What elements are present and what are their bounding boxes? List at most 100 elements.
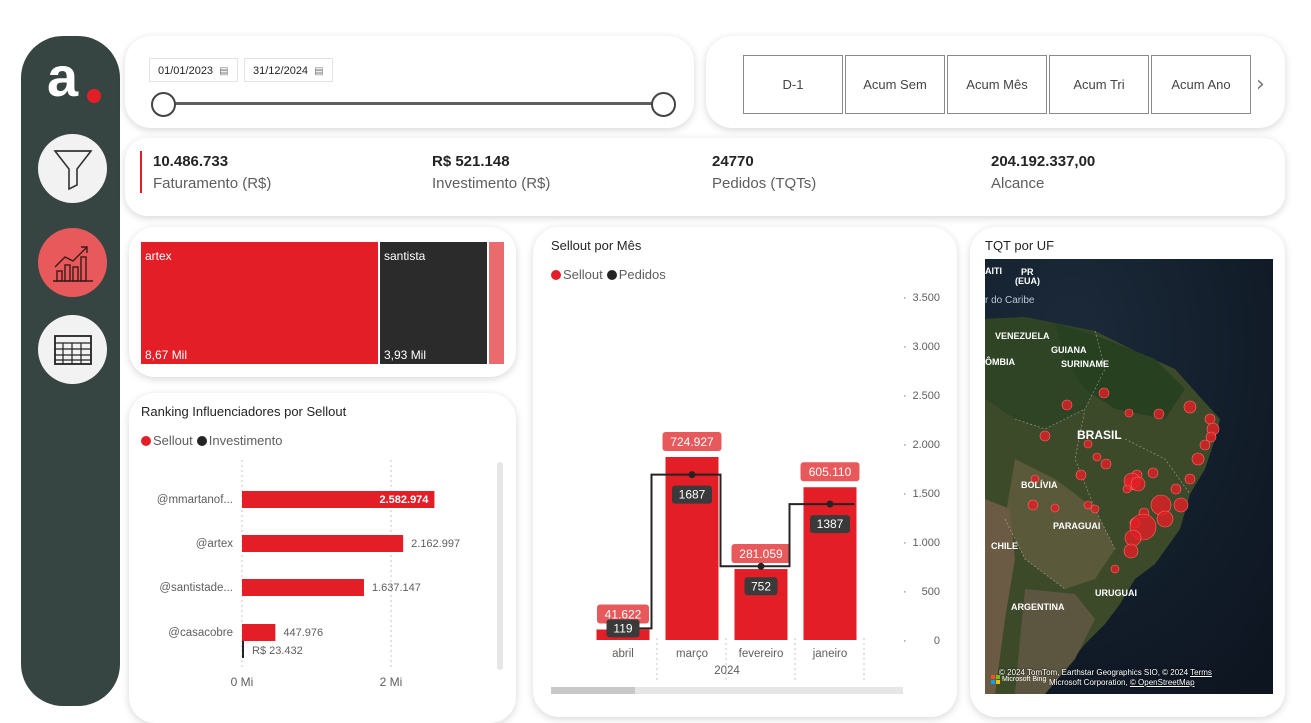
sellout-mes-legend: Sellout Pedidos xyxy=(551,267,666,282)
sellout-mes-scrollbar[interactable] xyxy=(551,687,903,694)
sellout-bar[interactable] xyxy=(242,624,276,641)
start-date-input[interactable]: 01/01/2023 ▤ xyxy=(149,58,238,82)
map-place-label: ÔMBIA xyxy=(985,356,1015,367)
map-bubble[interactable] xyxy=(1092,452,1102,462)
sellout-data-label-bg xyxy=(800,462,860,482)
kpi-pedidos-value: 24770 xyxy=(712,153,754,170)
map-bubble[interactable] xyxy=(1050,503,1060,513)
map-bubble[interactable] xyxy=(1184,473,1196,485)
map-bubble[interactable] xyxy=(1123,543,1139,559)
map-bubble[interactable] xyxy=(1153,408,1165,420)
pedidos-line[interactable] xyxy=(617,473,855,630)
map-place-label: (EUA) xyxy=(1015,276,1040,286)
sellout-bar[interactable] xyxy=(242,491,435,508)
map-place-label: r do Caribe xyxy=(985,295,1035,306)
pedidos-point[interactable] xyxy=(826,500,834,508)
map-bubble[interactable] xyxy=(1124,408,1134,418)
end-date-input[interactable]: 31/12/2024 ▤ xyxy=(244,58,333,82)
map-bubble[interactable] xyxy=(1090,504,1100,514)
map-bubble[interactable] xyxy=(1124,529,1142,547)
date-slider-start-handle[interactable] xyxy=(151,92,176,117)
sellout-bar[interactable] xyxy=(242,535,404,552)
treemap-tile-artex[interactable]: artex 8,67 Mil xyxy=(141,242,378,364)
map-bubble[interactable] xyxy=(1061,399,1073,411)
pedidos-data-label-bg xyxy=(672,485,712,504)
x-tick-label: 2 Mi xyxy=(380,675,403,689)
map-bubble[interactable] xyxy=(1183,400,1197,414)
period-d1-button[interactable]: D-1 xyxy=(743,55,843,114)
osm-link[interactable]: © OpenStreetMap xyxy=(1129,678,1195,687)
legend-dot-sellout xyxy=(551,269,561,280)
treemap-label: santista xyxy=(384,249,426,263)
map-bubble[interactable] xyxy=(1039,430,1051,442)
treemap-tile-santista[interactable]: santista 3,93 Mil xyxy=(380,242,487,364)
map-place-label: GUIANA xyxy=(1051,345,1087,355)
legend-pedidos-label: Pedidos xyxy=(618,267,666,282)
map-place-label: ARGENTINA xyxy=(1011,602,1065,612)
sellout-data-label: 724.927 xyxy=(670,435,714,449)
legend-sellout-label: Sellout xyxy=(563,267,603,282)
windows-logo-icon xyxy=(991,675,1000,684)
map-bubble[interactable] xyxy=(1205,431,1217,443)
map-bubble[interactable] xyxy=(1130,476,1146,492)
map-bubble[interactable] xyxy=(1204,413,1216,425)
map-bubble[interactable] xyxy=(1083,500,1093,510)
pedidos-point[interactable] xyxy=(688,471,696,479)
period-acum-tri-button[interactable]: Acum Tri xyxy=(1049,55,1149,114)
logo: a xyxy=(47,45,107,108)
legend-investimento-label: Investimento xyxy=(208,433,283,448)
treemap-tile-other[interactable] xyxy=(489,242,504,364)
scrollbar-thumb[interactable] xyxy=(551,687,635,694)
chevron-right-icon[interactable]: › xyxy=(1256,72,1265,97)
map-bubble[interactable] xyxy=(1083,439,1093,449)
kpi-alcance-label: Alcance xyxy=(991,175,1045,192)
map-bubble[interactable] xyxy=(1122,484,1132,494)
sellout-data-label: 281.059 xyxy=(739,547,783,561)
map-bubble[interactable] xyxy=(1199,439,1211,451)
y-tick-marker: · xyxy=(903,439,907,451)
period-acum-mes-button[interactable]: Acum Mês xyxy=(947,55,1047,114)
investimento-bar[interactable] xyxy=(242,641,244,658)
y-tick-marker: · xyxy=(903,586,907,598)
x-tick-label: 0 Mi xyxy=(231,675,254,689)
map-bubble[interactable] xyxy=(1030,474,1040,484)
terms-link[interactable]: Terms xyxy=(1190,668,1212,677)
map-bubble[interactable] xyxy=(1075,469,1087,481)
map-bubble[interactable] xyxy=(1147,467,1159,479)
sellout-bar[interactable] xyxy=(665,457,719,640)
y-tick-label: 3.000 xyxy=(912,341,940,353)
filter-button[interactable] xyxy=(38,134,107,203)
y-tick-marker: · xyxy=(903,292,907,304)
map-place-label: CHILE xyxy=(991,541,1018,551)
map-bubble[interactable] xyxy=(1170,483,1182,495)
map-bubble[interactable] xyxy=(1027,499,1039,511)
sellout-bar[interactable] xyxy=(803,487,857,640)
map-bubble[interactable] xyxy=(1110,564,1120,574)
pedidos-point[interactable] xyxy=(757,562,765,570)
map-bubble[interactable] xyxy=(1191,452,1205,466)
date-slider-end-handle[interactable] xyxy=(651,92,676,117)
map-bubble[interactable] xyxy=(1173,497,1189,513)
pedidos-data-label: 752 xyxy=(751,579,771,593)
sellout-bar[interactable] xyxy=(242,579,364,596)
analytics-button[interactable] xyxy=(38,228,107,297)
category-label: @mmartanof... xyxy=(157,494,233,506)
logo-dot xyxy=(87,89,101,103)
sidebar: a xyxy=(21,36,120,706)
map-bubble[interactable] xyxy=(1100,458,1112,470)
attribution-text: © 2024 TomTom, Earthstar Geographics SIO… xyxy=(999,668,1189,677)
ranking-legend: Sellout Investimento xyxy=(141,433,282,448)
table-view-button[interactable] xyxy=(38,315,107,384)
kpi-alcance-value: 204.192.337,00 xyxy=(991,153,1096,170)
period-acum-sem-button[interactable]: Acum Sem xyxy=(845,55,945,114)
map-bubble[interactable] xyxy=(1098,387,1110,399)
period-acum-ano-button[interactable]: Acum Ano xyxy=(1151,55,1251,114)
y-tick-label: 500 xyxy=(922,586,940,598)
map-place-label: BRASIL xyxy=(1077,428,1122,442)
pedidos-data-label-bg xyxy=(744,577,778,596)
map-bubble[interactable] xyxy=(1156,510,1174,528)
ranking-scrollbar[interactable] xyxy=(497,462,503,670)
map-place-label: SURINAME xyxy=(1061,359,1109,369)
date-slider-track[interactable] xyxy=(163,102,665,105)
